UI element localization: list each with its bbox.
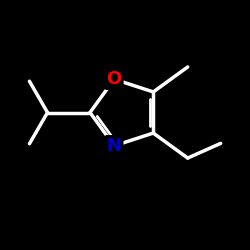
Text: O: O xyxy=(106,70,122,88)
Text: N: N xyxy=(107,137,122,155)
